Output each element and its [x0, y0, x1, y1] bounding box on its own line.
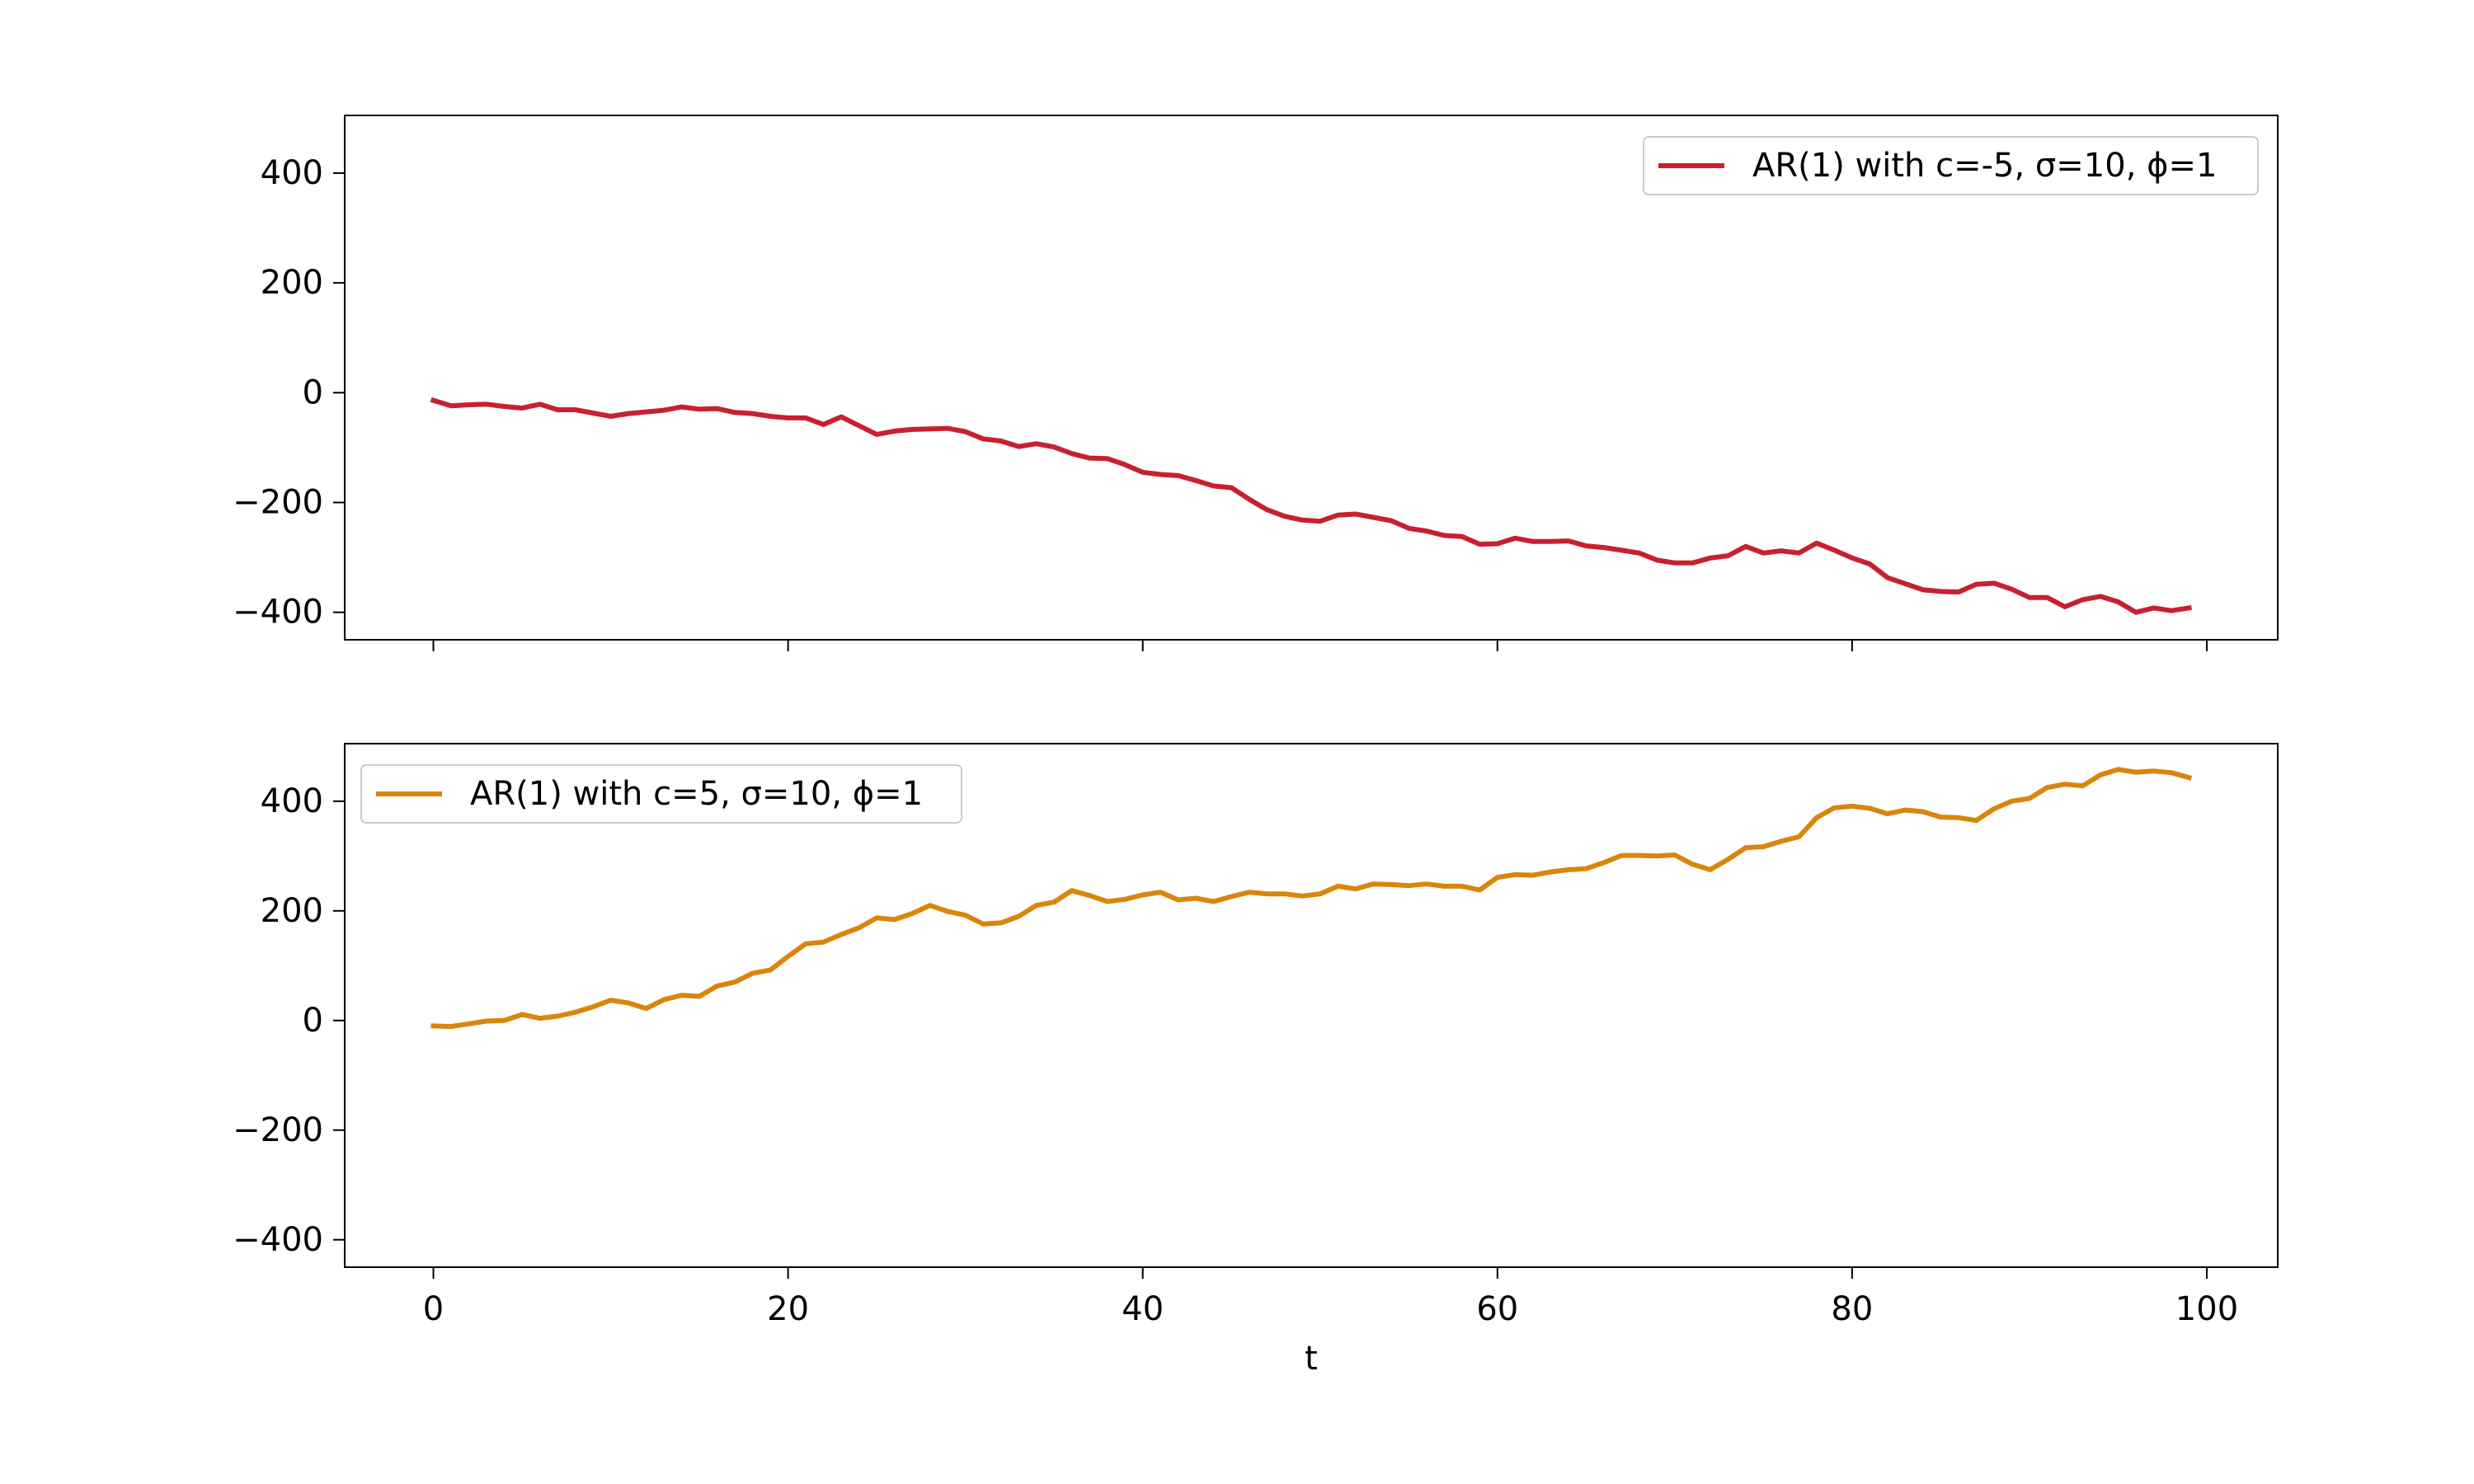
- legend-label: AR(1) with c=-5, σ=10, ϕ=1: [1752, 147, 2217, 185]
- y-tick-label: 0: [303, 373, 323, 411]
- x-tick-label: 100: [2175, 1290, 2238, 1328]
- y-tick-label: −400: [233, 1221, 323, 1259]
- legend-box: [1643, 136, 2259, 195]
- y-tick-label: −400: [233, 594, 323, 632]
- y-tick-label: −200: [233, 484, 323, 522]
- bottom-subplot: −400 −200 0 200 400 0 20 40 60 80 100 t AR(1) with c…: [233, 743, 2279, 1378]
- top-subplot: −400 −200 0 200 400 AR(1) with c=-5, σ=10, ϕ=…: [233, 115, 2279, 651]
- x-tick-label: 60: [1476, 1290, 1518, 1328]
- y-tick-label: 400: [261, 782, 323, 820]
- series-line: [430, 767, 2193, 1030]
- x-tick-label: 20: [767, 1290, 809, 1328]
- x-tick-label: 40: [1122, 1290, 1164, 1328]
- y-tick-label: 200: [261, 892, 323, 930]
- series-line: [430, 397, 2192, 615]
- legend: AR(1) with c=5, σ=10, ϕ=1: [360, 764, 962, 824]
- legend-box: [360, 764, 962, 824]
- y-tick-label: 0: [303, 1002, 323, 1040]
- y-tick-label: 400: [261, 154, 323, 192]
- x-tick-label: 80: [1831, 1290, 1873, 1328]
- x-axis-label: t: [1305, 1340, 1318, 1378]
- y-tick-label: 200: [261, 264, 323, 302]
- legend-label: AR(1) with c=5, σ=10, ϕ=1: [470, 775, 923, 813]
- x-tick-label: 0: [423, 1290, 444, 1328]
- legend: AR(1) with c=-5, σ=10, ϕ=1: [1643, 136, 2259, 195]
- y-tick-label: −200: [233, 1111, 323, 1149]
